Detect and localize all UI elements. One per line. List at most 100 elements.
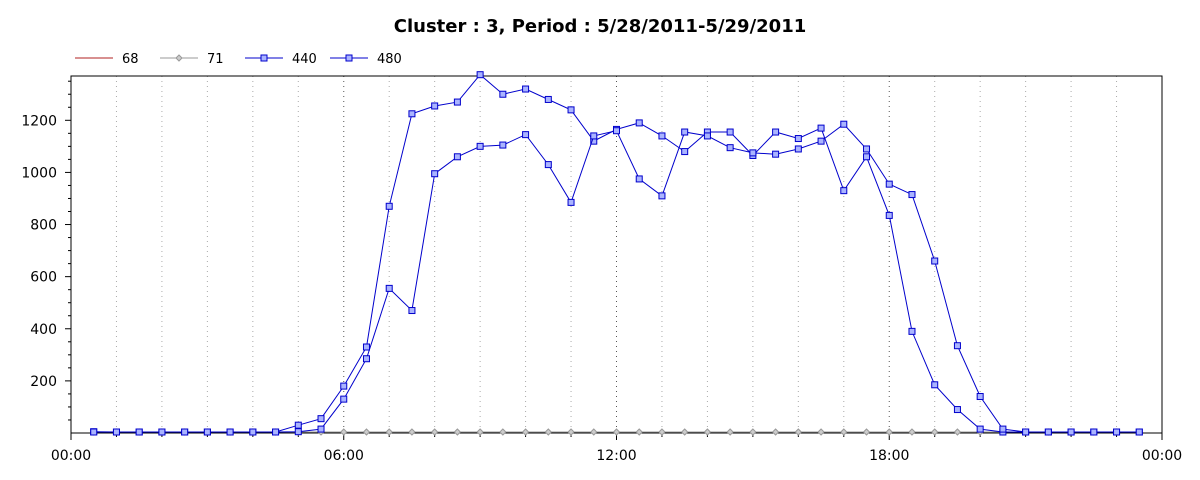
- data-point: [135, 428, 143, 436]
- data-point: [453, 98, 461, 106]
- data-point: [408, 307, 416, 315]
- data-point: [908, 191, 916, 199]
- data-point: [953, 406, 961, 414]
- data-point: [976, 425, 984, 433]
- data-point: [931, 381, 939, 389]
- data-point: [453, 428, 462, 436]
- y-tick-label: 200: [30, 374, 57, 390]
- legend-item: 440: [245, 52, 317, 67]
- data-point: [1113, 428, 1121, 436]
- data-point: [567, 106, 575, 114]
- data-point: [317, 415, 325, 423]
- data-point: [840, 428, 848, 436]
- series-layer: [90, 71, 1143, 436]
- data-point: [476, 71, 484, 79]
- data-point: [272, 428, 280, 436]
- series-440: [90, 71, 1143, 436]
- legend: 68 71 440 480: [75, 52, 402, 67]
- data-point: [1067, 428, 1075, 436]
- data-point: [476, 142, 484, 150]
- data-point: [817, 428, 825, 436]
- data-point: [658, 132, 666, 140]
- x-tick-label: 00:00: [1142, 448, 1182, 464]
- data-point: [726, 144, 734, 152]
- data-point: [499, 90, 507, 98]
- data-point: [294, 421, 302, 429]
- data-point: [840, 120, 848, 128]
- data-point: [681, 148, 689, 156]
- data-point: [345, 54, 353, 62]
- data-point: [840, 187, 848, 195]
- data-point: [726, 128, 734, 136]
- data-point: [681, 128, 689, 136]
- x-tick-label: 00:00: [51, 448, 91, 464]
- x-tick-label: 06:00: [324, 448, 364, 464]
- data-point: [317, 425, 325, 433]
- series-line: [93, 123, 1140, 433]
- data-point: [658, 428, 666, 436]
- axes: 200 400 600 800 1000 1200 00:00 06:00 12:00 18:00…: [21, 80, 1182, 464]
- data-point: [885, 428, 893, 436]
- data-point: [749, 149, 757, 157]
- legend-label: 480: [377, 52, 402, 67]
- data-point: [908, 428, 916, 436]
- data-point: [158, 428, 166, 436]
- data-point: [362, 428, 371, 436]
- data-point: [260, 54, 268, 62]
- y-tick-label: 1000: [21, 165, 57, 181]
- data-point: [1135, 428, 1143, 436]
- legend-label: 68: [122, 52, 139, 67]
- data-point: [362, 343, 370, 351]
- data-point: [612, 428, 621, 436]
- data-point: [680, 428, 689, 436]
- data-point: [885, 211, 893, 219]
- data-point: [635, 175, 643, 183]
- data-point: [453, 153, 461, 161]
- y-tick-label: 1200: [21, 113, 57, 129]
- data-point: [749, 428, 757, 436]
- data-point: [340, 395, 348, 403]
- data-point: [726, 428, 734, 436]
- data-point: [294, 428, 302, 436]
- data-point: [931, 257, 939, 265]
- data-point: [862, 428, 871, 436]
- data-point: [999, 425, 1007, 433]
- data-point: [908, 327, 916, 335]
- data-point: [521, 428, 530, 436]
- data-point: [817, 124, 825, 132]
- data-point: [499, 428, 507, 436]
- x-tick-label: 12:00: [596, 448, 636, 464]
- data-point: [771, 428, 780, 436]
- data-point: [590, 132, 598, 140]
- data-point: [863, 145, 871, 153]
- data-point: [817, 137, 825, 145]
- data-point: [340, 382, 348, 390]
- data-point: [408, 110, 416, 118]
- data-point: [885, 180, 893, 188]
- data-point: [112, 428, 120, 436]
- data-point: [703, 132, 711, 140]
- data-point: [431, 102, 439, 110]
- data-point: [658, 192, 666, 200]
- legend-label: 71: [207, 52, 224, 67]
- data-point: [340, 428, 348, 436]
- data-point: [181, 428, 189, 436]
- data-point: [863, 153, 871, 161]
- data-point: [499, 141, 507, 149]
- data-point: [1044, 428, 1052, 436]
- data-point: [385, 202, 393, 210]
- data-point: [385, 428, 393, 436]
- data-point: [772, 150, 780, 158]
- data-point: [703, 428, 712, 436]
- data-point: [90, 428, 98, 436]
- data-point: [249, 428, 257, 436]
- data-point: [430, 428, 439, 436]
- legend-item: 68: [75, 52, 139, 67]
- data-point: [522, 131, 530, 139]
- y-tick-label: 600: [30, 270, 57, 286]
- data-point: [203, 428, 211, 436]
- data-point: [772, 128, 780, 136]
- legend-label: 440: [292, 52, 317, 67]
- data-point: [175, 54, 183, 62]
